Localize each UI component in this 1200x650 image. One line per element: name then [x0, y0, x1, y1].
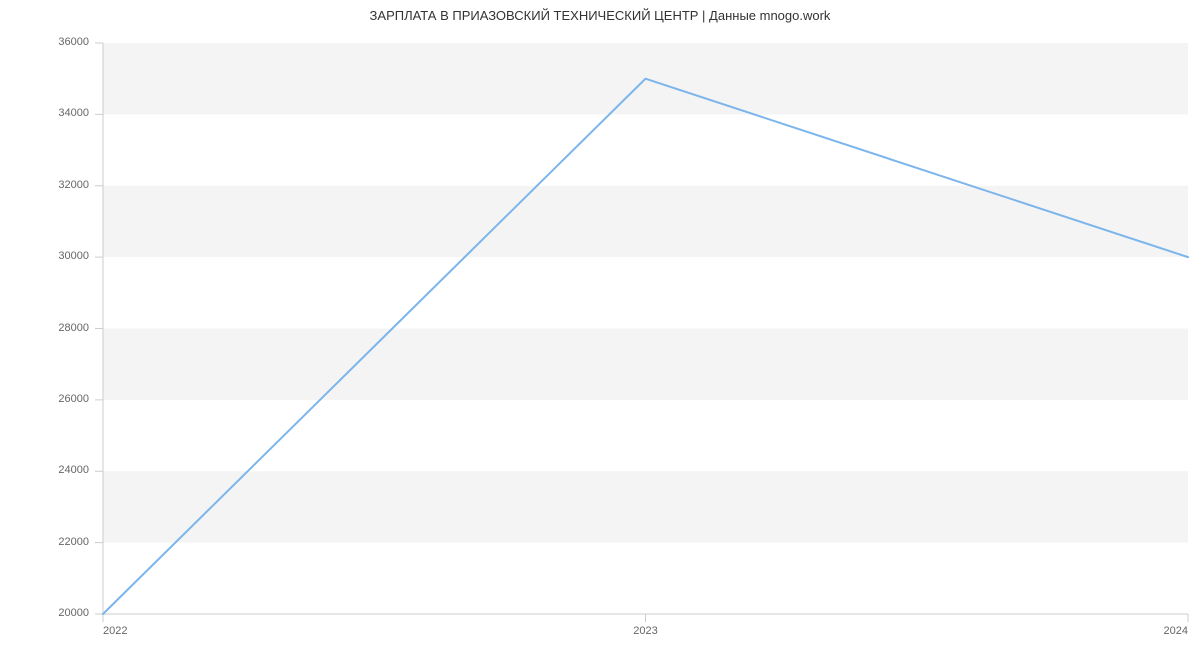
x-tick-label: 2023 — [616, 625, 676, 637]
chart-svg — [0, 0, 1200, 650]
y-tick-label: 20000 — [0, 607, 89, 619]
y-tick-label: 32000 — [0, 179, 89, 191]
y-tick-label: 26000 — [0, 393, 89, 405]
x-tick-label: 2022 — [103, 625, 163, 637]
y-tick-label: 36000 — [0, 36, 89, 48]
chart-container: ЗАРПЛАТА В ПРИАЗОВСКИЙ ТЕХНИЧЕСКИЙ ЦЕНТР… — [0, 0, 1200, 650]
y-tick-label: 22000 — [0, 536, 89, 548]
x-tick-label: 2024 — [1128, 625, 1188, 637]
y-tick-label: 30000 — [0, 250, 89, 262]
y-tick-label: 24000 — [0, 464, 89, 476]
y-tick-label: 34000 — [0, 107, 89, 119]
y-tick-label: 28000 — [0, 322, 89, 334]
